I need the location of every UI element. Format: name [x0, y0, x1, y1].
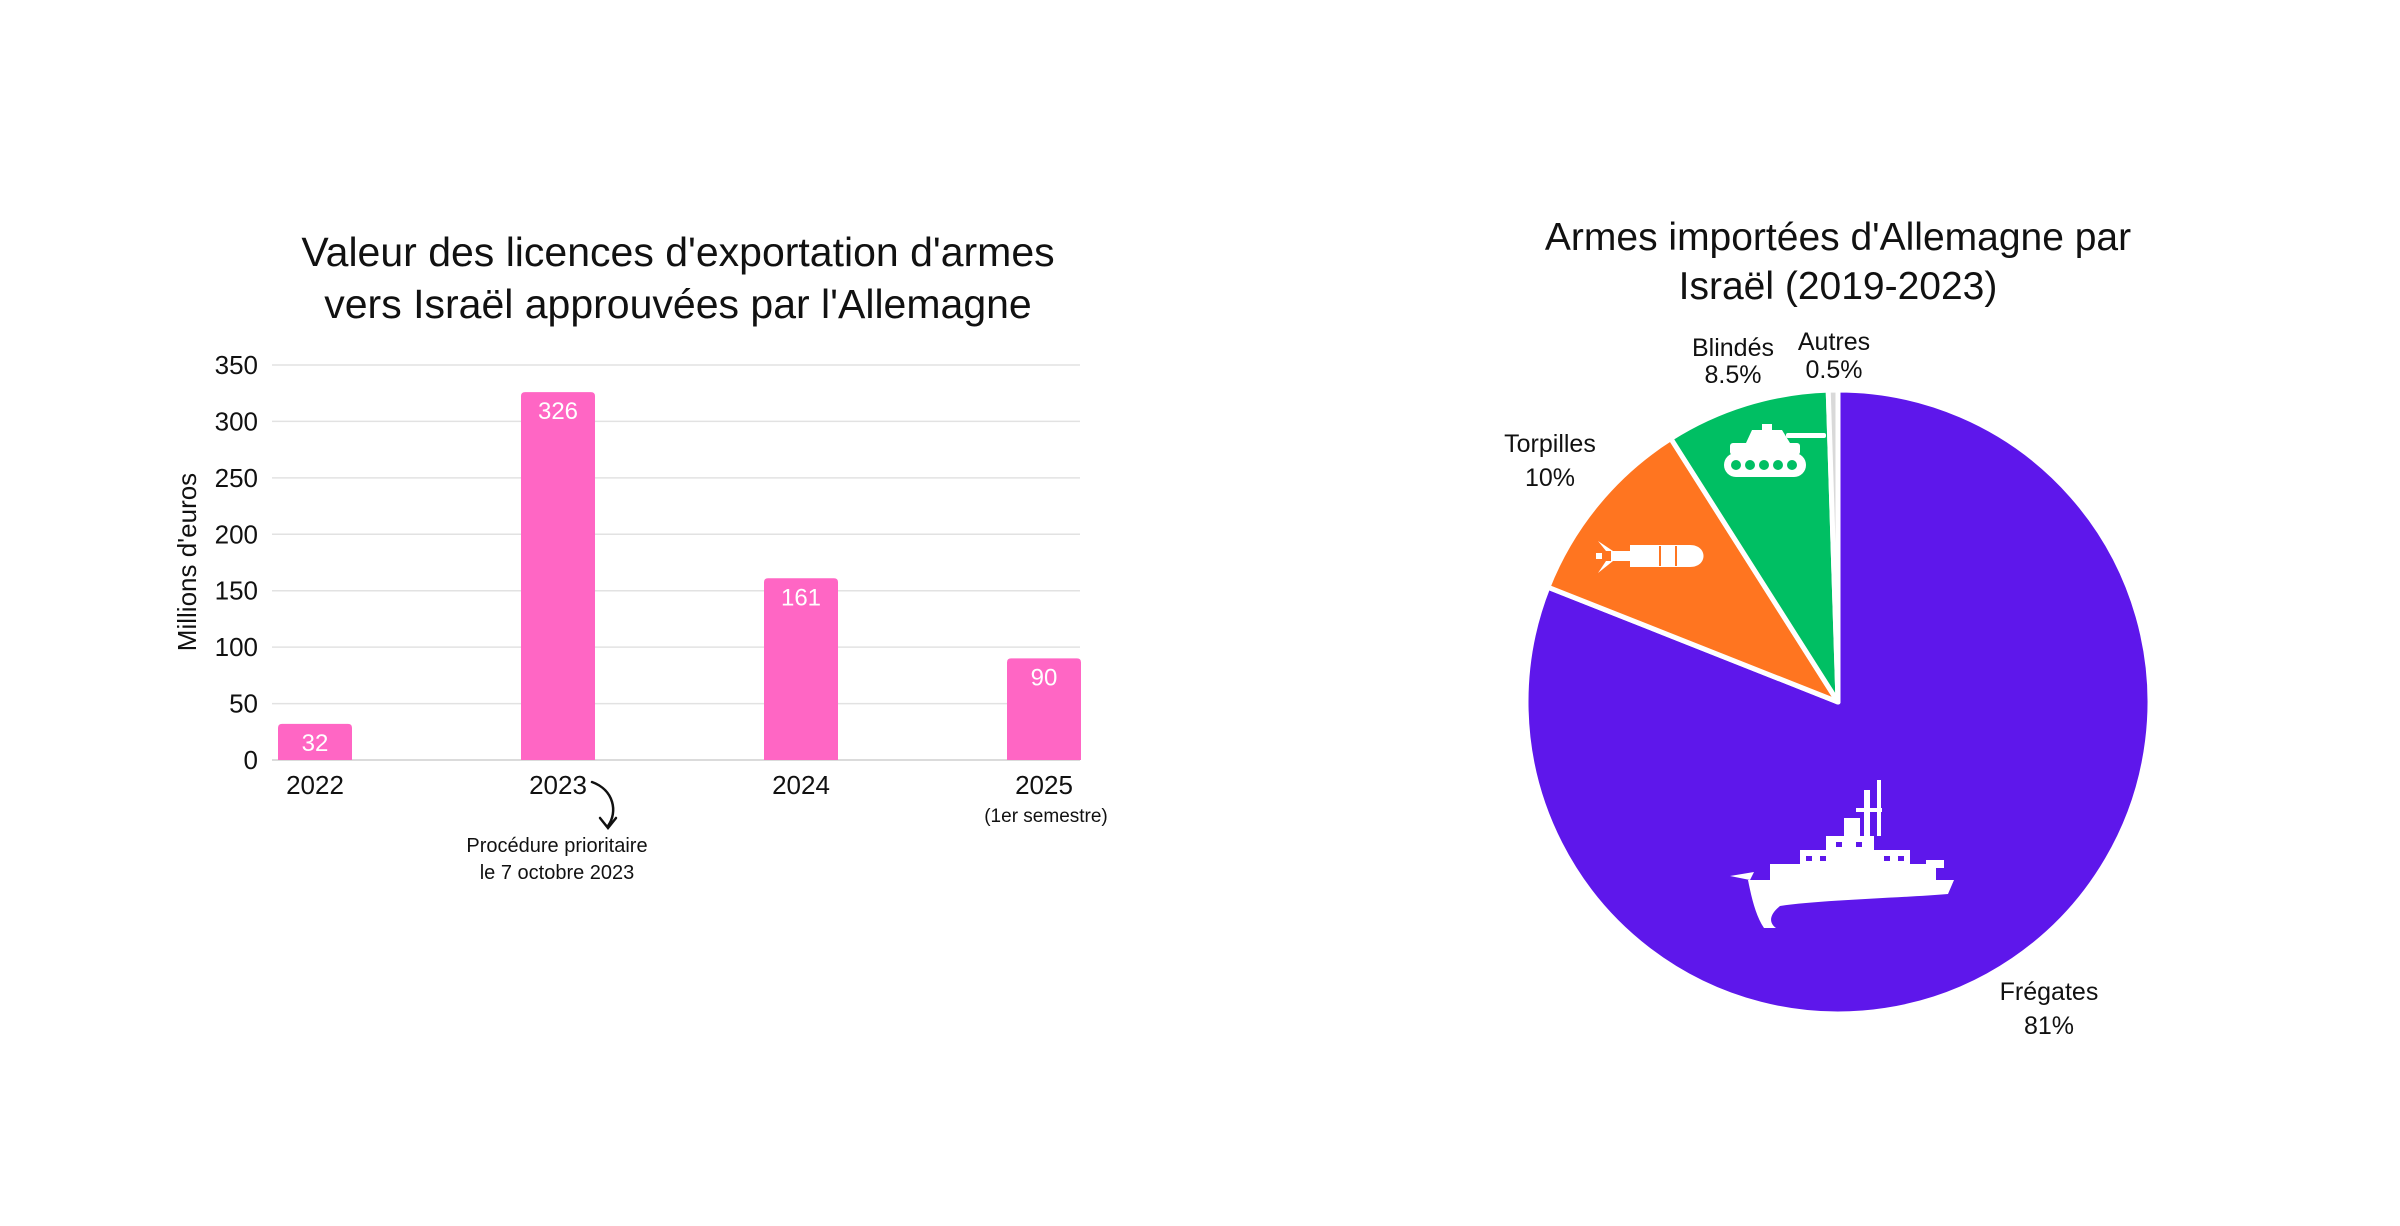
- bar-chart-x-tick-labels: 2022 2023 2024 2025: [286, 770, 1073, 800]
- pie-chart-title-line-2: Israël (2019-2023): [1679, 265, 1998, 308]
- annotation-arrow-icon: [590, 780, 618, 831]
- bar: [1007, 658, 1081, 760]
- annotation-line-2: le 7 octobre 2023: [480, 862, 635, 884]
- x-tick-note: (1er semestre): [984, 806, 1108, 827]
- pie-slice-torpilles: [1545, 436, 1841, 705]
- bar-chart-y-axis-label: Millions d'euros: [172, 473, 202, 651]
- x-tick-label: 2025: [1015, 770, 1073, 800]
- bar-chart: Valeur des licences d'exportation d'arme…: [172, 229, 1108, 884]
- slice-value-fregates: 81%: [2024, 1012, 2074, 1040]
- pie-chart-slices: [1523, 387, 2153, 1017]
- y-tick-label: 50: [229, 689, 258, 719]
- y-tick-label: 300: [215, 406, 258, 436]
- x-tick-label: 2024: [772, 770, 830, 800]
- bar-chart-data-labels: 32 326 161 90: [302, 398, 1058, 757]
- bar-chart-y-tick-labels: 0 50 100 150 200 250 300 350: [215, 350, 258, 775]
- frigate-icon: [1730, 780, 1954, 928]
- y-tick-label: 0: [244, 745, 258, 775]
- slice-value-autres: 0.5%: [1806, 356, 1863, 384]
- slice-label-autres: Autres: [1798, 328, 1870, 356]
- y-tick-label: 350: [215, 350, 258, 380]
- bar-chart-category-notes: (1er semestre): [984, 806, 1108, 827]
- bar: [278, 723, 352, 760]
- pie-slice-autres: [1825, 387, 1841, 705]
- slice-label-blindes: Blindés: [1692, 334, 1774, 362]
- bar-data-label: 32: [302, 730, 329, 757]
- x-tick-label: 2023: [529, 770, 587, 800]
- bar-data-label: 90: [1031, 664, 1058, 691]
- tank-icon: [1724, 424, 1826, 477]
- pie-chart-title-line-1: Armes importées d'Allemagne par: [1545, 216, 2131, 259]
- bar-chart-bars: [278, 392, 1081, 760]
- pie-chart: Armes importées d'Allemagne par Israël (…: [1504, 216, 2153, 1040]
- torpedo-icon: [1596, 541, 1704, 573]
- y-tick-label: 200: [215, 519, 258, 549]
- bar-data-label: 326: [538, 398, 578, 425]
- y-tick-label: 250: [215, 463, 258, 493]
- annotation-line-1: Procédure prioritaire: [466, 835, 647, 857]
- pie-slice-fregates: [1523, 387, 2153, 1017]
- bar-chart-title-line-1: Valeur des licences d'exportation d'arme…: [301, 229, 1054, 275]
- bar-chart-title-line-2: vers Israël approuvées par l'Allemagne: [324, 281, 1031, 327]
- bar-chart-gridlines: [272, 364, 1080, 761]
- x-tick-label: 2022: [286, 770, 344, 800]
- bar: [764, 578, 838, 760]
- slice-label-torpilles: Torpilles: [1504, 430, 1596, 458]
- y-tick-label: 150: [215, 576, 258, 606]
- slice-value-torpilles: 10%: [1525, 464, 1575, 492]
- slice-label-fregates: Frégates: [2000, 978, 2099, 1006]
- bar-data-label: 161: [781, 584, 821, 611]
- y-tick-label: 100: [215, 632, 258, 662]
- slice-value-blindes: 8.5%: [1705, 361, 1762, 389]
- bar: [521, 392, 595, 760]
